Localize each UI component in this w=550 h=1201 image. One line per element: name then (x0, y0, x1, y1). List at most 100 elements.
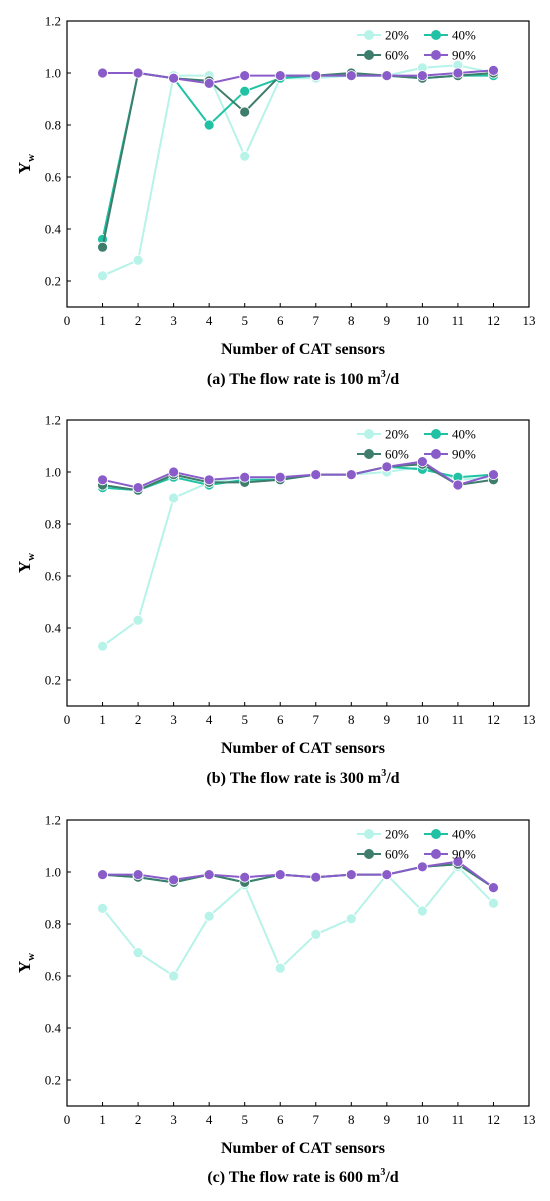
data-point (345, 913, 357, 925)
y-tick-label: 1.0 (45, 465, 61, 480)
data-point (239, 106, 251, 118)
x-tick-label: 11 (452, 1112, 465, 1127)
x-tick-label: 2 (135, 313, 142, 328)
legend-entry-90pct: 90% (424, 48, 476, 63)
caption-superscript: 3 (381, 369, 386, 380)
data-point (416, 861, 428, 873)
x-tick-label: 6 (277, 1112, 284, 1127)
x-tick-label: 10 (416, 712, 429, 727)
legend-entry-40pct: 40% (424, 28, 476, 43)
x-tick-label: 4 (206, 313, 213, 328)
x-tick-label: 0 (64, 712, 71, 727)
caption-unit: /d (384, 1169, 398, 1186)
legend-entry-60pct: 60% (357, 847, 409, 862)
data-point (132, 254, 144, 266)
caption-superscript: 3 (381, 768, 386, 779)
y-tick-label: 1.2 (45, 14, 61, 29)
data-point (488, 882, 499, 893)
x-axis-label: Number of CAT sensors (221, 1140, 385, 1157)
data-point (381, 461, 393, 473)
legend-label: 40% (452, 827, 476, 842)
y-axis-label-subscript: w (25, 553, 37, 561)
legend-swatch-marker (431, 449, 441, 459)
series-line-20pct (101, 865, 495, 978)
legend-entry-20pct: 20% (357, 827, 409, 842)
x-tick-label: 1 (99, 313, 106, 328)
y-tick-label: 0.4 (45, 1021, 62, 1036)
x-tick-label: 7 (313, 712, 320, 727)
y-tick-label: 1.0 (45, 66, 61, 81)
data-point (239, 471, 251, 483)
x-tick-label: 0 (64, 1112, 71, 1127)
x-tick-label: 11 (452, 712, 465, 727)
x-tick-label: 7 (313, 1112, 320, 1127)
y-tick-label: 0.4 (45, 222, 62, 237)
legend-entry-60pct: 60% (357, 48, 409, 63)
legend-swatch-marker (364, 829, 374, 839)
data-point (168, 492, 180, 504)
x-tick-label: 5 (241, 712, 248, 727)
x-tick-label: 13 (523, 313, 536, 328)
data-point (132, 947, 144, 958)
legend-swatch-marker (364, 30, 374, 40)
data-point (488, 65, 499, 76)
y-tick-label: 0.2 (45, 1073, 61, 1088)
series-line-20pct (102, 64, 494, 277)
legend-label: 90% (452, 447, 476, 462)
plot-frame (66, 419, 530, 707)
legend-swatch-marker (431, 30, 441, 40)
y-tick-label: 0.8 (45, 118, 61, 133)
data-point (310, 929, 322, 940)
x-tick-label: 13 (523, 712, 536, 727)
caption-text: (a) The flow rate is 100 m (207, 371, 382, 388)
data-point (381, 70, 393, 81)
data-point (132, 67, 144, 79)
y-tick-label: 1.0 (45, 865, 61, 880)
data-point (274, 869, 286, 880)
data-point (97, 903, 108, 914)
data-point (345, 469, 357, 481)
series-line-60pct (102, 463, 494, 492)
data-point (132, 869, 144, 880)
x-tick-label: 13 (523, 1112, 536, 1127)
data-point (168, 970, 180, 982)
x-tick-label: 10 (416, 1112, 429, 1127)
legend-swatch-marker (431, 849, 441, 859)
x-tick-label: 10 (416, 313, 429, 328)
data-point (132, 482, 144, 494)
data-point (97, 67, 108, 79)
data-point (203, 78, 215, 89)
data-point (452, 856, 464, 867)
legend-label: 20% (385, 28, 409, 43)
x-tick-label: 9 (384, 313, 391, 328)
chart-panel-3: 0 1 2 3 4 5 6 7 8 9 10 11 12 130.20.40.60.81.01.2YwNu… (15, 813, 536, 1187)
series-line-20pct (101, 465, 494, 648)
data-point (168, 466, 180, 478)
chart-panel-1: 0 1 2 3 4 5 6 7 8 9 10 11 12 130.20.40.60.81.01.2YwNu… (15, 14, 536, 389)
x-tick-label: 2 (135, 712, 142, 727)
y-axis-label-subscript: w (25, 953, 37, 961)
data-point (239, 70, 251, 81)
x-tick-label: 8 (348, 313, 355, 328)
x-tick-label: 1 (99, 1112, 106, 1127)
legend-label: 40% (452, 427, 476, 442)
x-tick-label: 5 (241, 313, 248, 328)
data-point (452, 479, 464, 491)
x-tick-label: 8 (348, 1112, 355, 1127)
legend-label: 60% (385, 847, 409, 862)
panel-caption: (c) The flow rate is 600 m3/d (207, 1167, 398, 1186)
y-axis-label: Yw (15, 553, 37, 573)
series-line-60pct (101, 71, 494, 248)
x-tick-label: 12 (487, 1112, 500, 1127)
y-tick-label: 1.2 (45, 813, 61, 828)
data-point (203, 869, 215, 880)
legend-label: 20% (385, 827, 409, 842)
caption-text: (b) The flow rate is 300 m (206, 770, 381, 787)
x-tick-label: 9 (384, 712, 391, 727)
legend-swatch-marker (364, 429, 374, 439)
data-point (97, 474, 108, 486)
legend-entry-20pct: 20% (357, 427, 409, 442)
legend-label: 90% (452, 48, 476, 63)
data-point (345, 869, 357, 880)
legend-label: 60% (385, 48, 409, 63)
